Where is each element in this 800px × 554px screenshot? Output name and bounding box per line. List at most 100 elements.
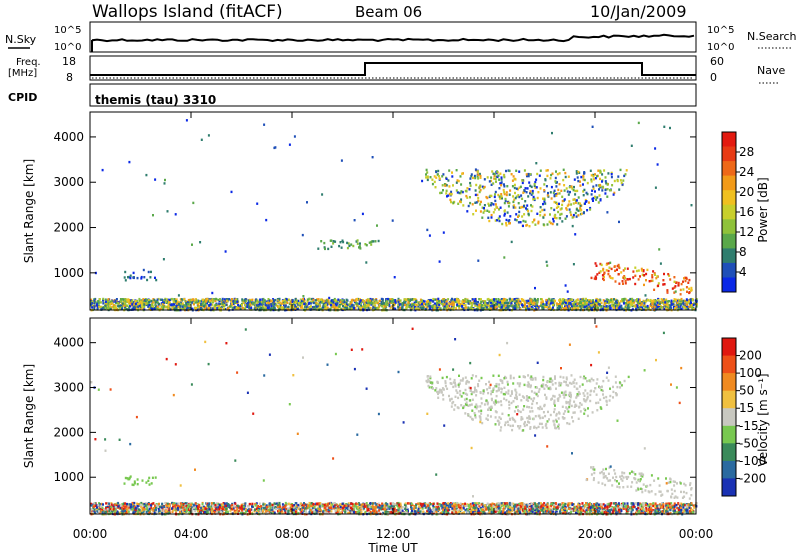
- scatter-cell: [176, 302, 179, 305]
- scatter-cell: [567, 401, 570, 404]
- scatter-cell: [121, 302, 124, 305]
- scatter-cell: [315, 303, 318, 306]
- scatter-cell: [397, 303, 400, 306]
- scatter-cell: [129, 274, 132, 277]
- scatter-cell: [663, 125, 666, 128]
- scatter-cell: [559, 375, 562, 379]
- scatter-cell: [461, 172, 464, 175]
- scatter-cell: [576, 176, 579, 179]
- scatter-cell: [111, 302, 114, 305]
- scatter-cell: [114, 299, 117, 302]
- scatter-cell: [407, 301, 410, 304]
- scatter-cell: [653, 302, 656, 306]
- scatter-cell: [461, 190, 464, 194]
- scatter-cell: [597, 300, 599, 304]
- scatter-cell: [584, 302, 587, 306]
- scatter-cell: [504, 304, 507, 307]
- scatter-cell: [682, 280, 684, 283]
- scatter-cell: [605, 467, 607, 471]
- scatter-cell: [367, 300, 370, 303]
- scatter-cell: [257, 304, 260, 308]
- scatter-cell: [147, 270, 150, 274]
- scatter-cell: [564, 304, 566, 307]
- scatter-cell: [270, 304, 273, 308]
- scatter-cell: [579, 204, 582, 207]
- scatter-cell: [561, 405, 564, 408]
- scatter-cell: [685, 303, 688, 306]
- scatter-cell: [198, 299, 201, 303]
- scatter-cell: [498, 423, 500, 426]
- scatter-cell: [555, 414, 558, 417]
- scatter-cell: [517, 300, 520, 303]
- scatter-cell: [690, 301, 692, 304]
- scatter-cell: [565, 406, 568, 409]
- scatter-cell: [605, 263, 608, 266]
- scatter-cell: [658, 248, 661, 251]
- scatter-cell: [119, 298, 122, 301]
- scatter-cell: [613, 179, 616, 183]
- scatter-cell: [488, 210, 491, 213]
- scatter-cell: [623, 379, 626, 383]
- scatter-cell: [272, 299, 275, 302]
- scatter-cell: [424, 307, 427, 311]
- scatter-cell: [410, 303, 413, 307]
- scatter-cell: [494, 399, 497, 402]
- scatter-cell: [512, 195, 515, 198]
- scatter-cell: [525, 398, 528, 401]
- scatter-cell: [426, 300, 429, 303]
- scatter-cell: [128, 160, 131, 164]
- scatter-cell: [688, 278, 691, 282]
- scatter-cell: [562, 168, 565, 171]
- scatter-cell: [127, 298, 130, 301]
- scatter-cell: [396, 300, 399, 303]
- scatter-cell: [638, 479, 641, 482]
- scatter-cell: [530, 209, 533, 213]
- scatter-cell: [267, 303, 270, 307]
- scatter-cell: [142, 307, 144, 310]
- scatter-cell: [177, 302, 180, 306]
- scatter-cell: [407, 299, 410, 302]
- scatter-cell: [646, 304, 649, 308]
- scatter-cell: [497, 298, 500, 301]
- scatter-cell: [519, 185, 522, 188]
- scatter-cell: [468, 188, 471, 191]
- scatter-cell: [473, 390, 476, 394]
- scatter-cell: [684, 304, 687, 307]
- scatter-cell: [526, 301, 529, 304]
- scatter-cell: [575, 215, 578, 218]
- scatter-cell: [480, 306, 483, 310]
- scatter-cell: [592, 304, 595, 307]
- scatter-cell: [328, 296, 331, 300]
- scatter-cell: [638, 305, 641, 309]
- scatter-cell: [221, 299, 224, 302]
- scatter-cell: [582, 190, 585, 193]
- scatter-cell: [685, 491, 688, 495]
- scatter-cell: [162, 301, 164, 304]
- scatter-cell: [138, 297, 141, 301]
- scatter-cell: [538, 422, 541, 425]
- scatter-cell: [561, 220, 564, 223]
- scatter-cell: [640, 269, 643, 272]
- scatter-cell: [582, 178, 585, 181]
- scatter-cell: [514, 396, 516, 400]
- scatter-cell: [438, 177, 441, 180]
- scatter-cell: [571, 298, 574, 301]
- scatter-cell: [431, 304, 434, 307]
- scatter-cell: [417, 307, 420, 310]
- scatter-cell: [570, 185, 573, 188]
- scatter-cell: [526, 187, 529, 190]
- scatter-cell: [464, 297, 467, 301]
- scatter-cell: [343, 300, 346, 304]
- scatter-cell: [454, 300, 457, 303]
- scatter-cell: [475, 209, 477, 212]
- scatter-cell: [350, 302, 352, 305]
- scatter-cell: [486, 176, 489, 179]
- scatter-cell: [576, 189, 579, 193]
- scatter-cell: [530, 299, 533, 302]
- scatter-cell: [545, 397, 548, 400]
- scatter-cell: [502, 304, 505, 307]
- scatter-cell: [573, 378, 576, 381]
- scatter-cell: [194, 301, 197, 304]
- scatter-cell: [323, 246, 326, 249]
- scatter-cell: [353, 306, 356, 310]
